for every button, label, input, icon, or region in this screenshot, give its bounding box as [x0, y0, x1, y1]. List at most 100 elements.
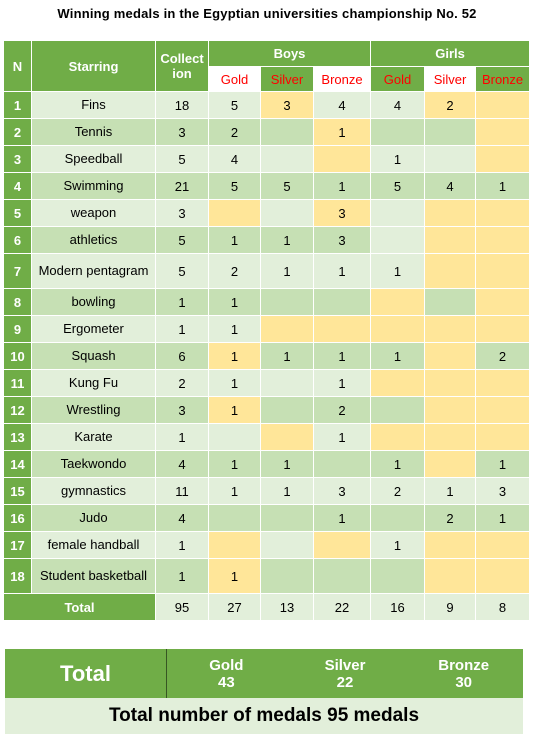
row-collection: 1 [155, 288, 209, 316]
row-boys-silver [260, 145, 314, 173]
row-sport: female handball [31, 531, 156, 559]
row-girls-silver [424, 118, 477, 146]
row-collection: 5 [155, 145, 209, 173]
header-boys: Boys [207, 40, 372, 67]
row-boys-silver [260, 315, 314, 343]
summary-silver-value: 22 [336, 673, 354, 691]
summary-gold-value: 43 [217, 673, 235, 691]
row-girls-silver [424, 531, 477, 559]
row-collection: 2 [155, 369, 209, 397]
row-boys-silver [260, 531, 314, 559]
row-boys-gold: 1 [208, 477, 261, 505]
row-girls-gold [370, 396, 426, 424]
row-boys-gold [208, 504, 261, 532]
summary-bronze-value: 30 [455, 673, 473, 691]
totals-collection: 95 [155, 593, 209, 621]
table-row: 12 Wrestling 3 1 2 [3, 396, 531, 424]
medals-table: N Starring Collect ion Boys Girls Gold S… [3, 40, 531, 621]
row-boys-bronze [312, 558, 372, 594]
row-girls-gold: 1 [370, 145, 426, 173]
row-girls-gold: 1 [370, 253, 426, 289]
row-number: 12 [3, 396, 32, 424]
row-boys-bronze: 2 [312, 396, 372, 424]
row-girls-bronze [475, 199, 531, 227]
row-girls-gold: 1 [370, 531, 426, 559]
table-row: 2 Tennis 3 2 1 [3, 118, 531, 146]
row-number: 17 [3, 531, 32, 559]
row-girls-bronze [475, 315, 531, 343]
row-boys-bronze: 1 [312, 253, 372, 289]
row-number: 9 [3, 315, 32, 343]
totals-girls-silver: 9 [424, 593, 477, 621]
row-number: 8 [3, 288, 32, 316]
header-girls-gold: Gold [370, 66, 426, 92]
row-sport: Tennis [31, 118, 156, 146]
row-sport: Taekwondo [31, 450, 156, 478]
totals-label: Total [3, 593, 156, 621]
row-boys-silver: 5 [260, 172, 314, 200]
row-girls-bronze [475, 118, 531, 146]
row-boys-gold: 1 [208, 558, 261, 594]
row-number: 1 [3, 91, 32, 119]
row-girls-bronze [475, 558, 531, 594]
row-girls-bronze [475, 396, 531, 424]
row-girls-bronze [475, 369, 531, 397]
row-boys-silver: 1 [260, 253, 314, 289]
table-row: 8 bowling 1 1 [3, 288, 531, 316]
table-row: 7 Modern pentagram 5 2 1 1 1 [3, 253, 531, 289]
row-girls-bronze [475, 253, 531, 289]
row-boys-silver [260, 199, 314, 227]
row-collection: 1 [155, 531, 209, 559]
row-boys-gold: 1 [208, 226, 261, 254]
row-boys-gold: 2 [208, 253, 261, 289]
row-boys-silver: 1 [260, 342, 314, 370]
row-girls-silver [424, 288, 477, 316]
row-girls-silver [424, 450, 477, 478]
row-girls-silver: 4 [424, 172, 477, 200]
row-boys-gold: 1 [208, 288, 261, 316]
header-number: N [3, 40, 32, 92]
row-girls-silver [424, 199, 477, 227]
row-boys-silver [260, 396, 314, 424]
row-girls-gold [370, 288, 426, 316]
row-number: 13 [3, 423, 32, 451]
row-number: 10 [3, 342, 32, 370]
row-girls-gold [370, 118, 426, 146]
row-girls-silver [424, 315, 477, 343]
row-collection: 3 [155, 199, 209, 227]
row-girls-silver [424, 253, 477, 289]
row-boys-gold [208, 531, 261, 559]
row-boys-silver [260, 504, 314, 532]
row-sport: Kung Fu [31, 369, 156, 397]
row-number: 18 [3, 558, 32, 594]
summary-gold: Gold 43 [167, 649, 286, 698]
table-row: 10 Squash 6 1 1 1 1 2 [3, 342, 531, 370]
row-sport: bowling [31, 288, 156, 316]
row-boys-silver: 1 [260, 450, 314, 478]
row-sport: Ergometer [31, 315, 156, 343]
table-row: 17 female handball 1 1 [3, 531, 531, 559]
table-row: 6 athletics 5 1 1 3 [3, 226, 531, 254]
row-collection: 6 [155, 342, 209, 370]
row-girls-silver [424, 145, 477, 173]
grand-total: Total number of medals 95 medals [5, 698, 523, 734]
row-sport: Fins [31, 91, 156, 119]
row-sport: weapon [31, 199, 156, 227]
row-sport: Modern pentagram [31, 253, 156, 289]
header-girls: Girls [370, 40, 531, 67]
table-row: 15 gymnastics 11 1 1 3 2 1 3 [3, 477, 531, 505]
row-girls-gold: 4 [370, 91, 426, 119]
summary-bar: Total Gold 43 Silver 22 Bronze 30 [5, 649, 523, 698]
row-girls-gold [370, 504, 426, 532]
row-collection: 11 [155, 477, 209, 505]
row-boys-bronze: 1 [312, 504, 372, 532]
row-sport: Wrestling [31, 396, 156, 424]
row-boys-gold: 1 [208, 342, 261, 370]
table-row: 5 weapon 3 3 [3, 199, 531, 227]
row-girls-bronze [475, 91, 531, 119]
row-boys-gold: 5 [208, 172, 261, 200]
row-collection: 4 [155, 504, 209, 532]
row-boys-silver [260, 558, 314, 594]
summary-bronze: Bronze 30 [404, 649, 523, 698]
header-collection: Collect ion [155, 40, 209, 92]
